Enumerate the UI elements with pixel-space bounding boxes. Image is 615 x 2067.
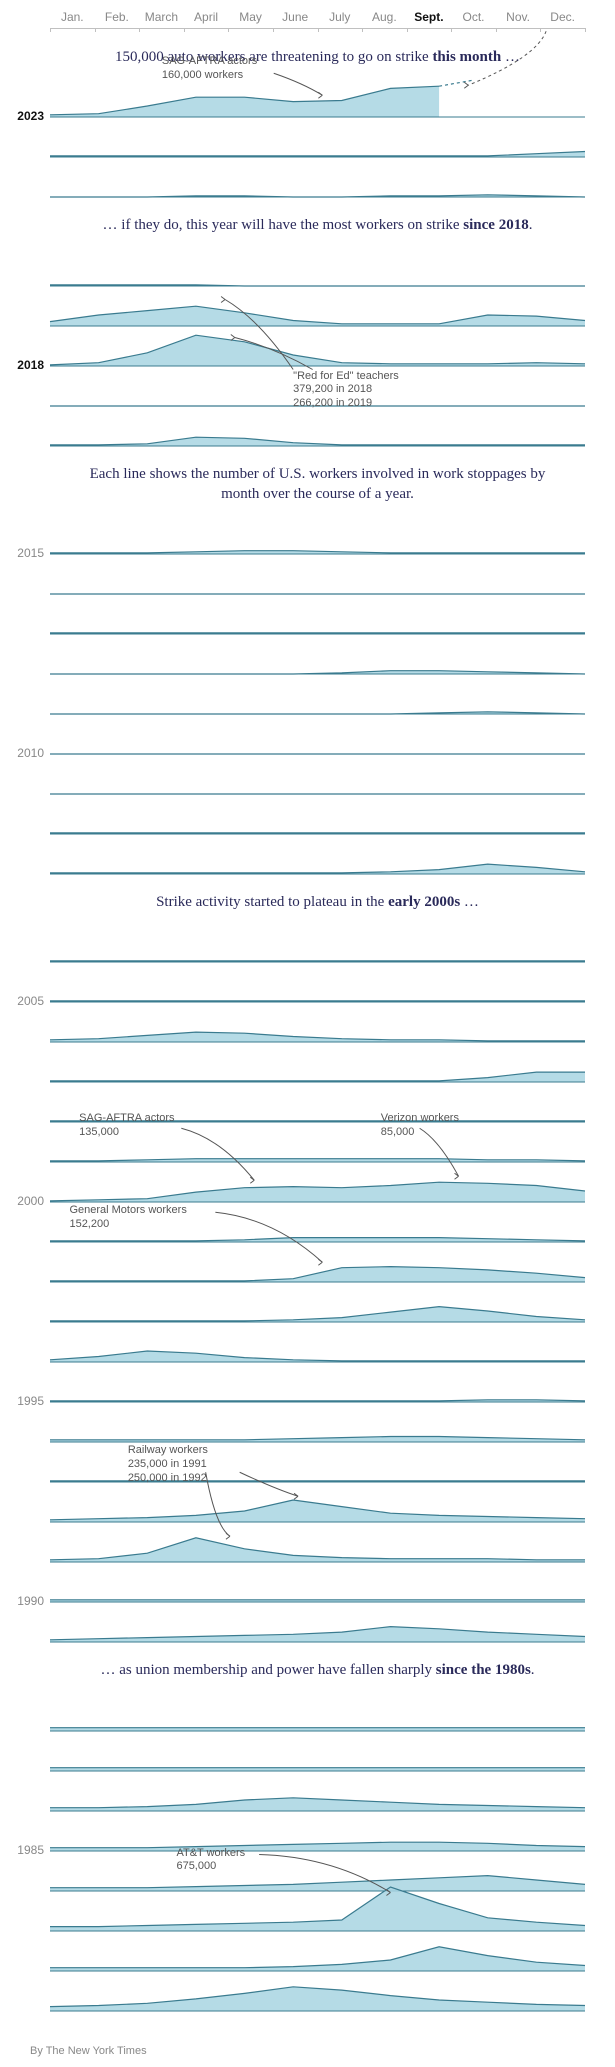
year-row [50,1002,585,1042]
year-row [50,1522,585,1562]
caption: Each line shows the number of U.S. worke… [50,446,585,515]
year-row [50,794,585,834]
year-row [50,1042,585,1082]
credit-line: By The New York Times [0,2031,615,2067]
year-row: 2015 [50,514,585,554]
month-label: Aug. [362,10,407,24]
month-label: June [273,10,318,24]
year-row: 2005 [50,962,585,1002]
year-row [50,1602,585,1642]
year-label: 2018 [0,358,44,372]
caption: 150,000 auto workers are threatening to … [50,29,585,77]
year-label: 2015 [0,546,44,560]
year-row [50,1202,585,1242]
year-row: 2018 [50,326,585,366]
year-row: 1985 [50,1811,585,1851]
year-row [50,1282,585,1322]
year-row [50,1122,585,1162]
year-row: 1995 [50,1362,585,1402]
year-row [50,1891,585,1931]
year-row [50,406,585,446]
year-row [50,1082,585,1122]
year-rows-container: 150,000 auto workers are threatening to … [50,29,585,2011]
caption: … if they do, this year will have the mo… [50,197,585,245]
month-axis: Jan.Feb.MarchAprilMayJuneJulyAug.Sept.Oc… [50,0,585,29]
year-label: 1995 [0,1394,44,1408]
year-row [50,1771,585,1811]
year-row [50,1242,585,1282]
year-row: 2023 [50,77,585,117]
month-label: Oct. [451,10,496,24]
year-row [50,1402,585,1442]
month-label: Feb. [95,10,140,24]
year-row [50,1971,585,2011]
month-label: Dec. [540,10,585,24]
year-row: 2000 [50,1162,585,1202]
year-label: 2005 [0,994,44,1008]
year-label: 1990 [0,1594,44,1608]
year-row: 2010 [50,714,585,754]
year-row [50,834,585,874]
year-row [50,246,585,286]
year-label: 2023 [0,109,44,123]
month-label: May [228,10,273,24]
year-row [50,286,585,326]
year-row [50,594,585,634]
year-row [50,674,585,714]
month-label: Nov. [496,10,541,24]
month-label: April [184,10,229,24]
year-row [50,117,585,157]
year-row [50,554,585,594]
year-row [50,366,585,406]
year-row [50,1931,585,1971]
month-label: July [317,10,362,24]
year-row [50,1851,585,1891]
month-label: March [139,10,184,24]
month-label: Jan. [50,10,95,24]
year-row [50,1731,585,1771]
year-row [50,634,585,674]
caption: Strike activity started to plateau in th… [50,874,585,922]
year-label: 2010 [0,746,44,760]
year-row [50,922,585,962]
year-row [50,1322,585,1362]
year-row [50,1691,585,1731]
year-row [50,754,585,794]
year-row [50,157,585,197]
year-label: 2000 [0,1194,44,1208]
year-row: 1990 [50,1562,585,1602]
month-label: Sept. [407,10,452,24]
strike-ridgeline-chart: Jan.Feb.MarchAprilMayJuneJulyAug.Sept.Oc… [0,0,615,2031]
year-label: 1985 [0,1843,44,1857]
caption: … as union membership and power have fal… [50,1642,585,1690]
year-row [50,1482,585,1522]
year-row [50,1442,585,1482]
